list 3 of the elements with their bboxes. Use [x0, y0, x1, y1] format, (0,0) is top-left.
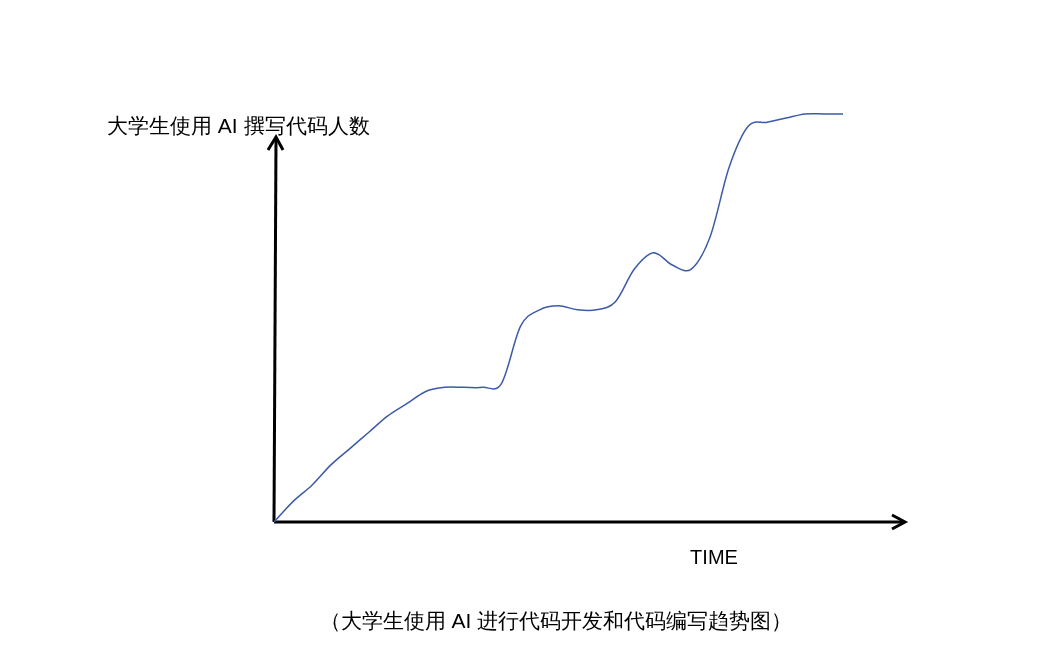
text: （大学生使用 AI 进行代码开发和代码编写趋势图） — [319, 609, 793, 632]
y-axis-title: 大学生使用 AI 撰写代码人数 — [107, 114, 370, 137]
x-axis-title: TIME — [690, 546, 738, 568]
